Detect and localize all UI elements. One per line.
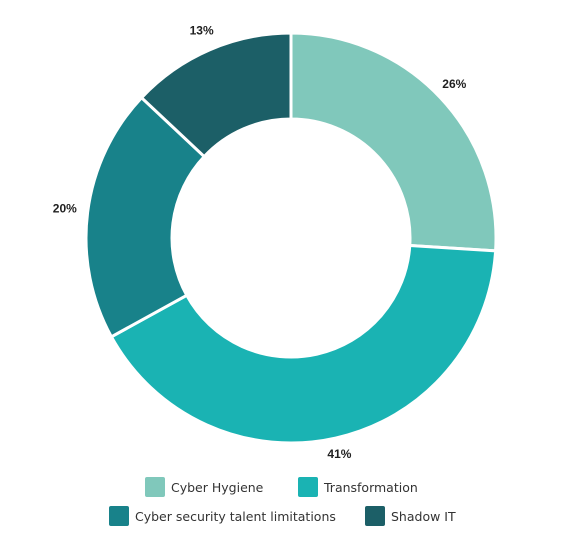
data-label-transformation: 41% [327, 447, 351, 461]
slice-shadow-it[interactable] [140, 31, 293, 159]
legend-label-cyber-security-talent-limitations: Cyber security talent limitations [135, 508, 336, 524]
slice-cyber-hygiene[interactable] [289, 31, 498, 253]
legend-swatch-shadow-it [365, 506, 385, 526]
legend-item-cyber-security-talent-limitations[interactable]: Cyber security talent limitations [109, 505, 336, 527]
donut-slices [84, 31, 498, 445]
legend-swatch-cyber-security-talent-limitations [109, 506, 129, 526]
data-label-shadow-it: 13% [190, 24, 214, 38]
percentage-labels: 26% 41% 20% 13% [53, 24, 467, 461]
legend-item-transformation[interactable]: Transformation [298, 476, 418, 498]
legend-item-cyber-hygiene[interactable]: Cyber Hygiene [145, 476, 263, 498]
legend-label-transformation: Transformation [324, 479, 418, 495]
slice-cyber-security-talent-limitations[interactable] [84, 96, 206, 339]
donut-chart: 26% 41% 20% 13% [53, 24, 498, 461]
legend-label-cyber-hygiene: Cyber Hygiene [171, 479, 264, 495]
data-label-cyber-security-talent-limitations: 20% [53, 202, 77, 216]
slice-transformation[interactable] [109, 243, 498, 445]
data-label-cyber-hygiene: 26% [442, 77, 466, 91]
legend-swatch-cyber-hygiene [145, 477, 165, 497]
legend-item-shadow-it[interactable]: Shadow IT [365, 505, 456, 527]
legend: Cyber Hygiene Transformation Cyber secur… [0, 474, 578, 544]
legend-swatch-transformation [298, 477, 318, 497]
legend-label-shadow-it: Shadow IT [391, 508, 456, 524]
